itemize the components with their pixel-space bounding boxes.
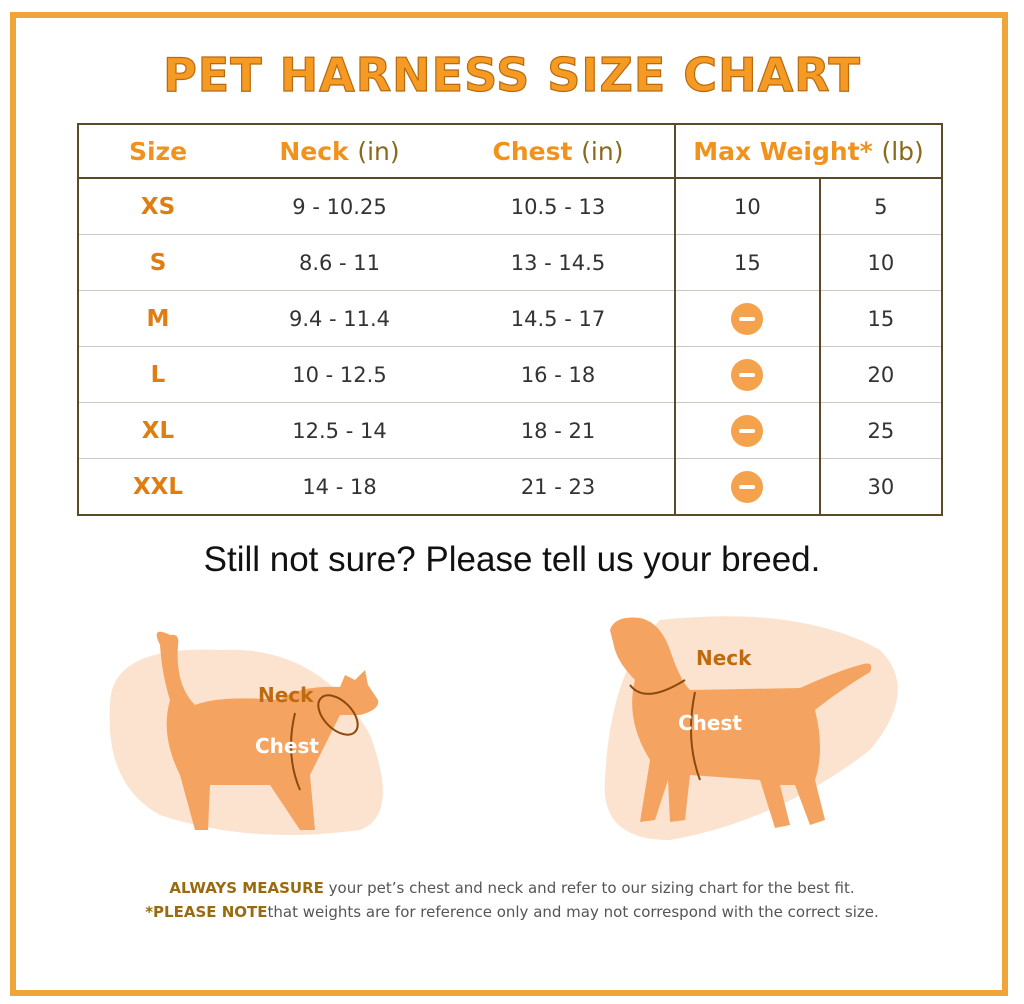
weight-cell-1: 15 [674,234,820,291]
neck-cell: 10 - 12.5 [237,346,442,403]
table-row: L 10 - 12.5 16 - 18 20 [78,346,942,403]
weight-cell-1 [674,458,820,516]
weight-cell-2: 15 [818,290,942,347]
page-border [10,12,1008,996]
size-cell: L [78,346,237,403]
neck-cell: 9.4 - 11.4 [237,290,442,347]
cat-silhouette-icon [156,631,379,830]
cat-neck-label: Neck [258,683,314,707]
weight-cell-2: 10 [818,234,942,291]
size-cell: XS [78,178,237,235]
header-chest: Chest (in) [442,124,675,179]
table-row: S 8.6 - 11 13 - 14.5 15 10 [78,234,942,291]
size-cell: S [78,234,237,291]
minus-circle-icon [731,414,764,447]
header-size: Size [78,124,237,179]
chest-cell: 10.5 - 13 [442,178,675,235]
size-cell: XXL [78,458,237,516]
footer-weight-note: *PLEASE NOTEthat weights are for referen… [145,903,879,921]
minus-circle-icon [731,302,764,335]
size-cell: M [78,290,237,347]
size-table: Size Neck (in) Chest (in) Max Weight* (l… [77,123,943,516]
dog-silhouette-icon [610,617,872,828]
chest-cell: 21 - 23 [442,458,675,516]
cat-illustration: Neck Chest [109,631,383,835]
neck-cell: 9 - 10.25 [237,178,442,235]
cat-chest-label: Chest [255,734,319,758]
weight-cell-2: 5 [818,178,942,235]
size-cell: XL [78,402,237,459]
minus-circle-icon [731,358,764,391]
header-weight: Max Weight* (lb) [674,124,942,179]
table-header-row: Size Neck (in) Chest (in) Max Weight* (l… [78,124,942,179]
weight-cell-1 [674,290,820,347]
chest-cell: 18 - 21 [442,402,675,459]
weight-cell-2: 25 [818,402,942,459]
neck-cell: 8.6 - 11 [237,234,442,291]
neck-cell: 14 - 18 [237,458,442,516]
footer-measure-note: ALWAYS MEASURE your pet’s chest and neck… [169,879,855,897]
page-title: PET HARNESS SIZE CHART [162,47,861,102]
chest-cell: 16 - 18 [442,346,675,403]
table-row: XL 12.5 - 14 18 - 21 25 [78,402,942,459]
minus-circle-icon [731,470,764,503]
chest-cell: 14.5 - 17 [442,290,675,347]
weight-cell-1 [674,402,820,459]
dog-neck-label: Neck [696,646,752,670]
neck-cell: 12.5 - 14 [237,402,442,459]
table-row: XS 9 - 10.25 10.5 - 13 10 5 [78,178,942,235]
weight-cell-2: 20 [818,346,942,403]
chest-cell: 13 - 14.5 [442,234,675,291]
dog-chest-label: Chest [678,711,742,735]
weight-cell-2: 30 [818,458,942,516]
breed-prompt: Still not sure? Please tell us your bree… [203,540,821,579]
weight-cell-1 [674,346,820,403]
table-row: XXL 14 - 18 21 - 23 30 [78,458,942,516]
dog-illustration: Neck Chest [604,616,898,840]
header-neck: Neck (in) [237,124,442,179]
weight-cell-1: 10 [674,178,820,235]
table-row: M 9.4 - 11.4 14.5 - 17 15 [78,290,942,347]
